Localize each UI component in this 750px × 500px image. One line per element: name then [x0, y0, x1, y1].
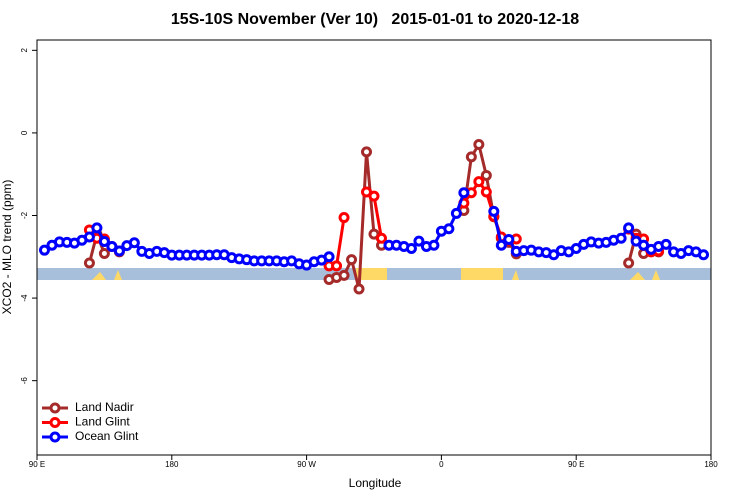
y-tick-label: -2 [20, 211, 29, 219]
legend-label: Ocean Glint [75, 429, 139, 443]
data-point [106, 240, 118, 252]
data-point [98, 236, 110, 248]
data-point [91, 222, 103, 234]
data-point [480, 186, 492, 198]
data-point [113, 245, 125, 257]
data-point [660, 238, 672, 250]
data-point [368, 190, 380, 202]
data-point [38, 244, 50, 256]
data-point [443, 223, 455, 235]
data-point [465, 151, 477, 163]
y-tick-label: 0 [20, 130, 29, 135]
data-point [495, 239, 507, 251]
land-strip [630, 272, 645, 280]
x-tick-label: 180 [165, 460, 179, 469]
plot-frame [36, 39, 712, 456]
y-tick-label: -4 [20, 294, 29, 302]
data-point [503, 233, 515, 245]
legend-marker [49, 417, 61, 428]
data-point [83, 231, 95, 243]
legend-marker [49, 431, 61, 443]
y-tick-label: -6 [20, 377, 29, 385]
land-strip [114, 270, 122, 280]
data-point [361, 146, 373, 158]
data-point [480, 169, 492, 181]
x-tick-label: 90 E [568, 460, 584, 469]
data-point [338, 212, 350, 224]
land-ocean-strip [37, 268, 711, 280]
x-tick-label: 0 [439, 460, 444, 469]
data-point [375, 232, 387, 244]
data-point [338, 269, 350, 281]
y-tick-label: 2 [20, 48, 29, 53]
land-strip [512, 270, 519, 280]
land-strip [652, 270, 660, 280]
data-point [473, 176, 485, 188]
legend-marker [49, 402, 61, 414]
land-strip [356, 268, 387, 280]
data-point [473, 138, 485, 150]
data-point [428, 239, 440, 251]
series [38, 187, 710, 271]
data-point [98, 247, 110, 259]
data-point [488, 205, 500, 217]
data-point [353, 283, 365, 295]
data-point [623, 222, 635, 234]
x-tick-label: 180 [704, 460, 718, 469]
x-tick-label: 90 E [29, 460, 45, 469]
chart-title: 15S-10S November (Ver 10) 2015-01-01 to … [171, 11, 579, 28]
data-point [323, 251, 335, 263]
data-point [623, 257, 635, 269]
y-axis-label: XCO2 - MLO trend (ppm) [0, 180, 14, 315]
data-point [128, 237, 140, 249]
data-point [83, 257, 95, 269]
data-point [331, 260, 343, 272]
legend-label: Land Glint [75, 415, 130, 429]
x-tick-label: 90 W [297, 460, 316, 469]
x-axis-label: Longitude [349, 476, 402, 490]
legend-label: Land Nadir [75, 400, 134, 414]
data-point [458, 187, 470, 199]
data-point [413, 235, 425, 247]
data-point [615, 232, 627, 244]
land-strip [461, 268, 503, 280]
data-point [346, 254, 358, 266]
data-point [405, 243, 417, 255]
data-point [698, 249, 710, 261]
data-point [450, 207, 462, 219]
land-strip [92, 272, 106, 280]
